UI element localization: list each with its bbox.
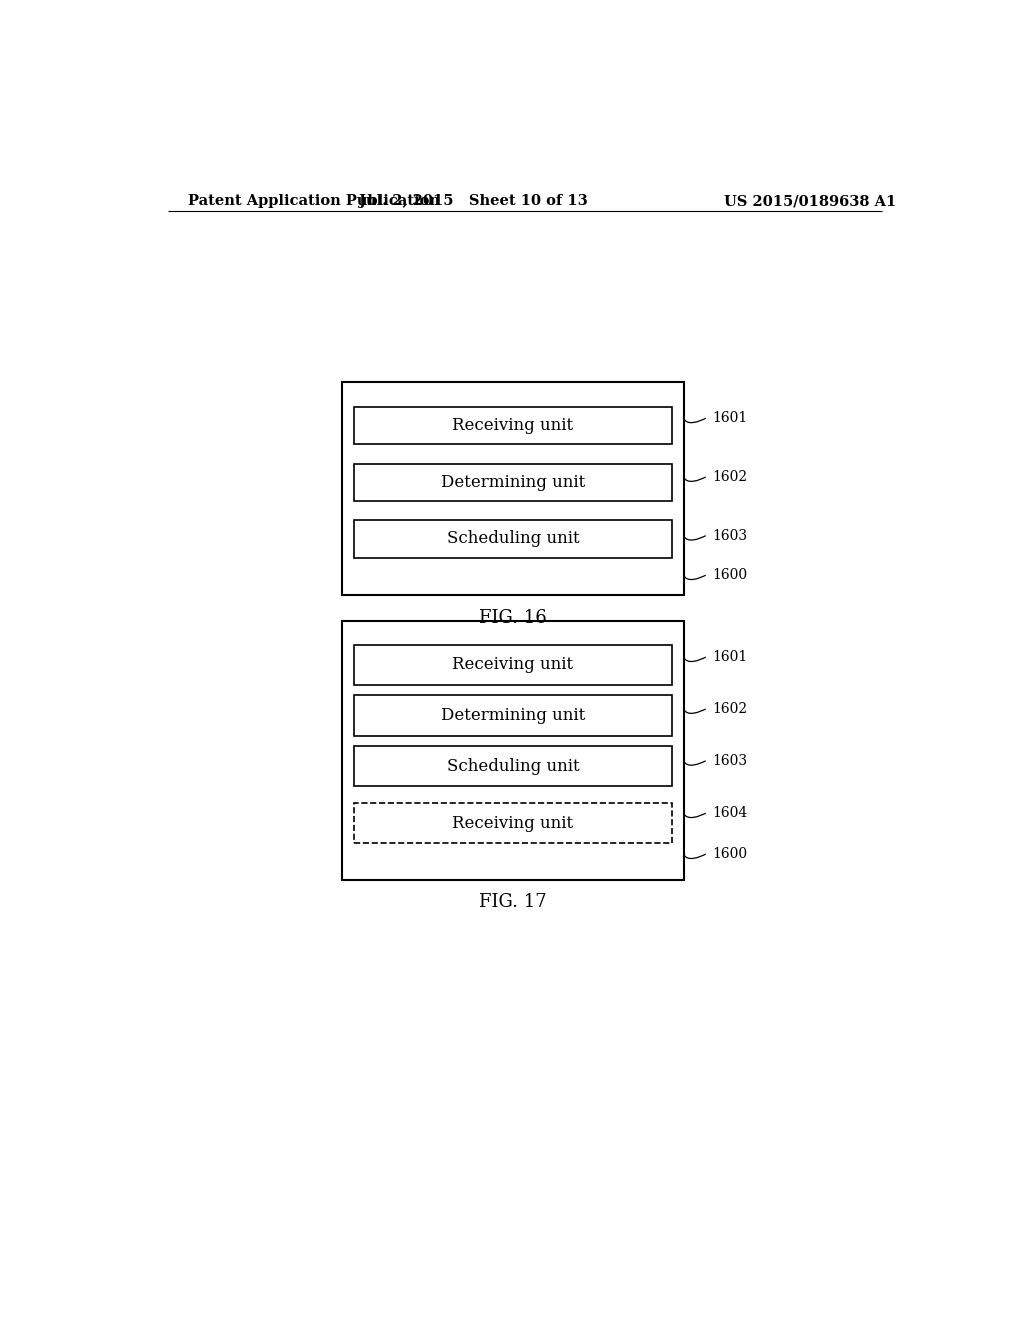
- Text: Determining unit: Determining unit: [440, 708, 585, 723]
- Text: FIG. 16: FIG. 16: [479, 609, 547, 627]
- Text: Receiving unit: Receiving unit: [453, 814, 573, 832]
- Text: 1603: 1603: [712, 754, 748, 768]
- Bar: [354, 520, 672, 557]
- Bar: [342, 620, 684, 880]
- Text: FIG. 17: FIG. 17: [479, 894, 547, 911]
- Text: 1602: 1602: [712, 470, 748, 484]
- Bar: [354, 696, 672, 735]
- Bar: [354, 407, 672, 445]
- Text: 1601: 1601: [712, 651, 748, 664]
- Text: 1602: 1602: [712, 702, 748, 715]
- Text: 1601: 1601: [712, 412, 748, 425]
- Text: Determining unit: Determining unit: [440, 474, 585, 491]
- Text: Patent Application Publication: Patent Application Publication: [187, 194, 439, 209]
- Text: Jul. 2, 2015   Sheet 10 of 13: Jul. 2, 2015 Sheet 10 of 13: [358, 194, 588, 209]
- Text: 1600: 1600: [712, 568, 748, 582]
- Text: Scheduling unit: Scheduling unit: [446, 531, 580, 548]
- Text: Scheduling unit: Scheduling unit: [446, 758, 580, 775]
- Text: 1600: 1600: [712, 847, 748, 861]
- Bar: [354, 463, 672, 502]
- Text: 1604: 1604: [712, 807, 748, 820]
- Text: Receiving unit: Receiving unit: [453, 656, 573, 673]
- Text: Receiving unit: Receiving unit: [453, 417, 573, 434]
- Text: 1603: 1603: [712, 529, 748, 543]
- Bar: [354, 645, 672, 685]
- Text: US 2015/0189638 A1: US 2015/0189638 A1: [724, 194, 897, 209]
- Bar: [354, 746, 672, 787]
- Bar: [342, 381, 684, 595]
- Bar: [354, 803, 672, 843]
